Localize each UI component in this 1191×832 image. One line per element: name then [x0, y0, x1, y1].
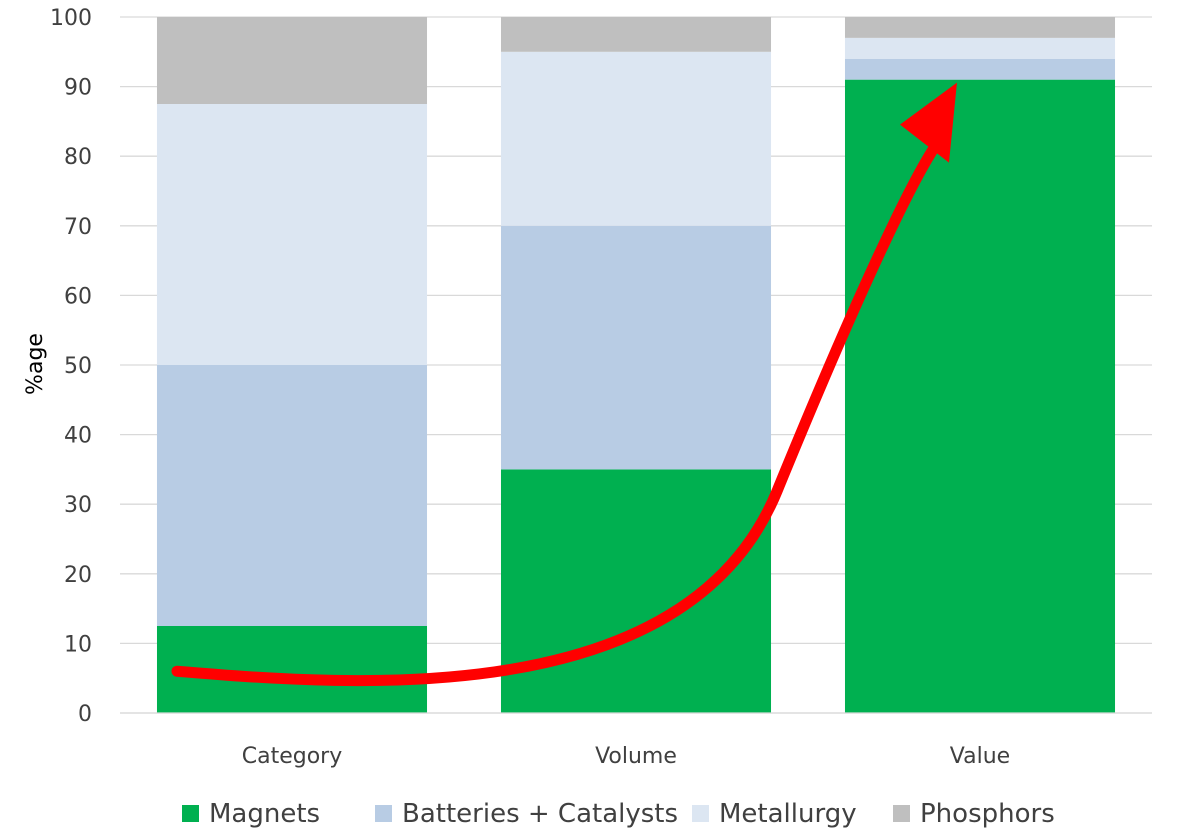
legend-swatch — [182, 805, 199, 822]
axes: 0 10 20 30 40 50 60 70 80 90 100 Category Volume Valu… — [50, 6, 1152, 769]
y-tick-label-80: 80 — [64, 145, 92, 170]
legend-item-phosphors: Phosphors — [893, 799, 1055, 829]
legend: Magnets Batteries + Catalysts Metallurgy Ph… — [182, 799, 1055, 829]
bar-volume-phosphors — [500, 17, 772, 52]
y-tick-label-70: 70 — [64, 215, 92, 240]
bar-volume-metallurgy — [500, 51, 772, 226]
bar-value-magnets — [844, 79, 1116, 713]
trend-arrow — [171, 82, 957, 687]
legend-label: Metallurgy — [719, 799, 857, 829]
y-tick-label-10: 10 — [64, 632, 92, 657]
legend-item-magnets: Magnets — [182, 799, 320, 829]
y-tick-label-30: 30 — [64, 493, 92, 518]
trend-arrow-shaft — [171, 141, 941, 687]
y-tick-label-100: 100 — [50, 6, 92, 31]
y-axis-title: %age — [23, 333, 48, 395]
bar-volume-batteries-catalysts — [500, 225, 772, 470]
legend-swatch — [375, 805, 392, 822]
legend-swatch — [692, 805, 709, 822]
y-tick-label-90: 90 — [64, 76, 92, 101]
bar-volume-magnets — [500, 469, 772, 713]
y-tick-label-50: 50 — [64, 354, 92, 379]
x-tick-label-value: Value — [950, 744, 1010, 769]
bar-category-batteries-catalysts — [156, 365, 428, 626]
y-tick-label-60: 60 — [64, 284, 92, 309]
x-tick-label-category: Category — [242, 744, 343, 769]
legend-label: Batteries + Catalysts — [402, 799, 678, 829]
y-tick-label-20: 20 — [64, 563, 92, 588]
bars — [156, 17, 1116, 713]
bar-category-metallurgy — [156, 104, 428, 365]
trend-arrow-head — [899, 82, 957, 163]
bar-value-phosphors — [844, 17, 1116, 38]
x-tick-label-volume: Volume — [595, 744, 677, 769]
legend-label: Magnets — [209, 799, 320, 829]
legend-item-metallurgy: Metallurgy — [692, 799, 857, 829]
bar-category-phosphors — [156, 17, 428, 104]
legend-swatch — [893, 805, 910, 822]
y-tick-label-0: 0 — [78, 702, 92, 727]
bar-value-metallurgy — [844, 37, 1116, 59]
legend-item-batteries-catalysts: Batteries + Catalysts — [375, 799, 678, 829]
y-tick-label-40: 40 — [64, 424, 92, 449]
bar-value-batteries-catalysts — [844, 58, 1116, 80]
legend-label: Phosphors — [920, 799, 1055, 829]
